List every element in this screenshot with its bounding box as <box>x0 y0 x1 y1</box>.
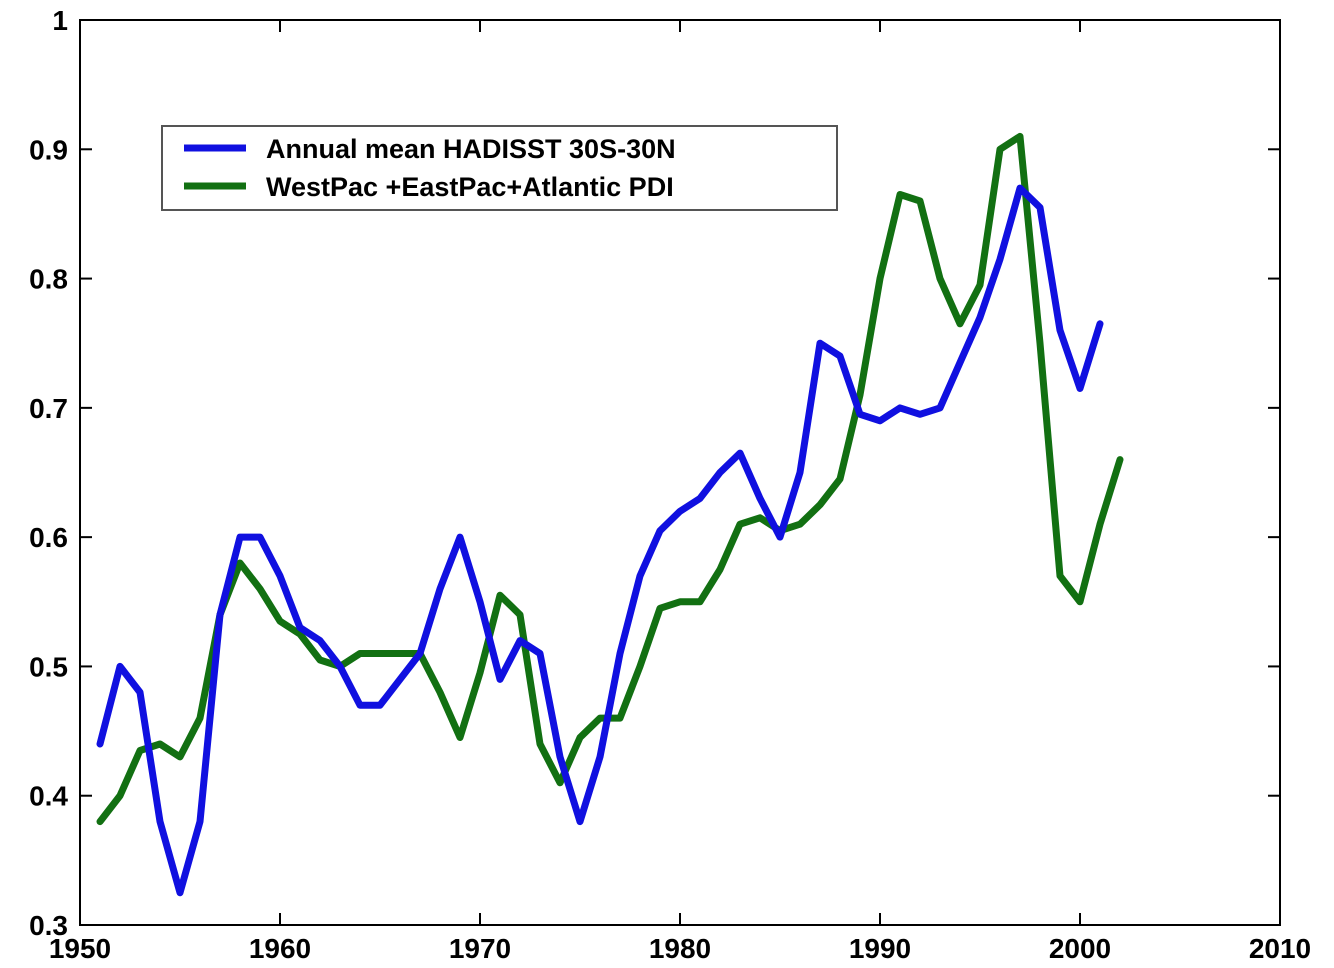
y-tick-label: 0.8 <box>29 264 68 295</box>
y-tick-label: 0.3 <box>29 910 68 941</box>
legend-label-hadisst: Annual mean HADISST 30S-30N <box>266 134 676 164</box>
y-tick-label: 0.4 <box>29 781 68 812</box>
x-tick-label: 1970 <box>449 933 511 964</box>
x-tick-label: 2010 <box>1249 933 1311 964</box>
y-tick-label: 0.6 <box>29 522 68 553</box>
y-tick-label: 1 <box>52 5 68 36</box>
series-layer <box>96 132 1124 897</box>
legend: Annual mean HADISST 30S-30N WestPac +Eas… <box>161 125 838 211</box>
legend-box <box>161 125 838 211</box>
series-line-hadisst <box>96 184 1104 897</box>
x-tick-label: 1960 <box>249 933 311 964</box>
x-tick-label: 1990 <box>849 933 911 964</box>
axis-ticks: 1950 1960 1970 1980 1990 2000 2010 0.3 0.4 0.5 0.6… <box>29 5 1311 964</box>
x-tick-label: 2000 <box>1049 933 1111 964</box>
legend-label-pdi: WestPac +EastPac+Atlantic PDI <box>266 172 674 202</box>
x-tick-label: 1980 <box>649 933 711 964</box>
y-tick-label: 0.7 <box>29 393 68 424</box>
y-tick-label: 0.5 <box>29 651 68 682</box>
x-tick-label: 1950 <box>49 933 111 964</box>
y-tick-label: 0.9 <box>29 134 68 165</box>
